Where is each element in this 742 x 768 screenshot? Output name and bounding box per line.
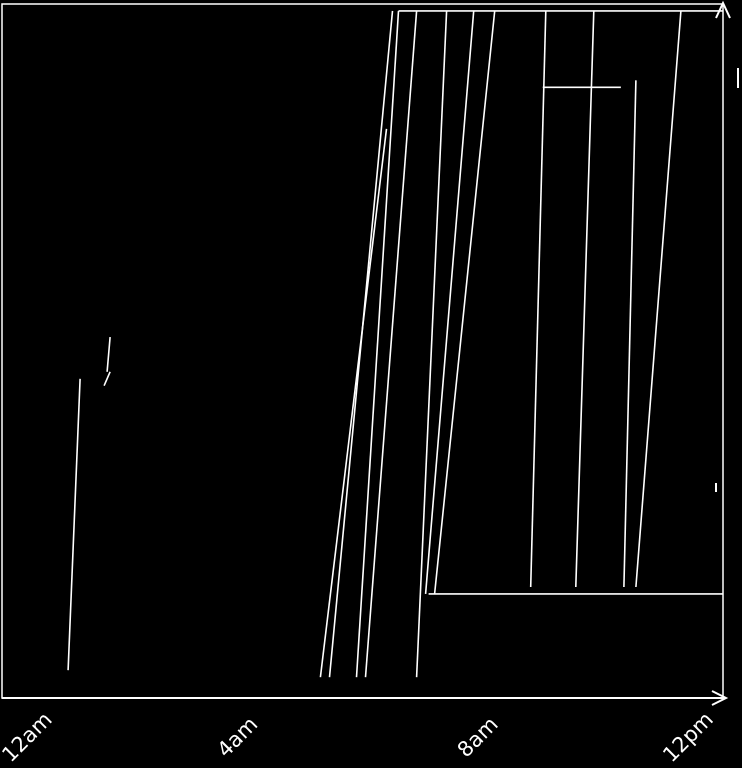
reference-lines [398,10,723,595]
series-line-13 [623,80,637,588]
x-tick-label: 12pm [658,707,718,767]
series-line-14 [635,10,682,588]
series-line-12 [575,10,595,588]
x-axis-arrow-icon [711,690,729,706]
series-line-9 [424,10,475,594]
x-tick-labels: 12am 4am 8am 12pm [0,707,718,767]
series-line-10 [433,10,496,594]
series-line-11 [529,10,547,588]
series-line-8 [415,10,448,678]
series-line-7 [364,10,418,678]
series-line-1 [67,378,81,671]
series-line-6 [355,10,400,678]
series-group [67,10,682,678]
x-tick-label: 8am [453,712,503,762]
series-line-4 [319,128,388,678]
series-line-2 [103,371,111,387]
series-line-3 [106,337,111,372]
series-line-5 [328,10,394,678]
x-tick-label: 12am [0,707,57,766]
y-axis-arrow-icon [715,0,731,19]
x-tick-label: 4am [212,712,262,762]
